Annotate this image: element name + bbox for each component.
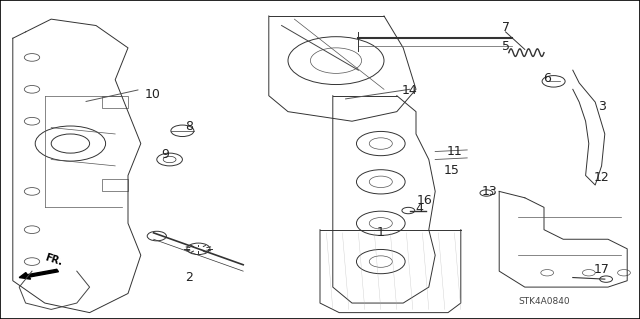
Text: 7: 7: [502, 21, 509, 33]
Bar: [102, 96, 128, 108]
Text: 13: 13: [482, 185, 497, 198]
Text: FR.: FR.: [44, 253, 64, 268]
Text: 17: 17: [594, 263, 609, 276]
Text: 15: 15: [444, 164, 459, 177]
Text: 5: 5: [502, 40, 509, 53]
Text: STK4A0840: STK4A0840: [518, 297, 570, 306]
Text: 8: 8: [185, 120, 193, 132]
Text: 10: 10: [145, 88, 160, 100]
Text: 9: 9: [161, 148, 169, 161]
Text: 6: 6: [543, 72, 551, 85]
FancyArrow shape: [19, 269, 58, 279]
Text: 1: 1: [377, 226, 385, 239]
Bar: [102, 179, 128, 191]
Text: 12: 12: [594, 171, 609, 183]
Text: 11: 11: [447, 145, 462, 158]
Text: 4: 4: [415, 203, 423, 215]
Text: 16: 16: [417, 195, 432, 207]
Text: 3: 3: [598, 100, 605, 113]
Text: 2: 2: [185, 271, 193, 284]
Text: 14: 14: [402, 85, 417, 97]
